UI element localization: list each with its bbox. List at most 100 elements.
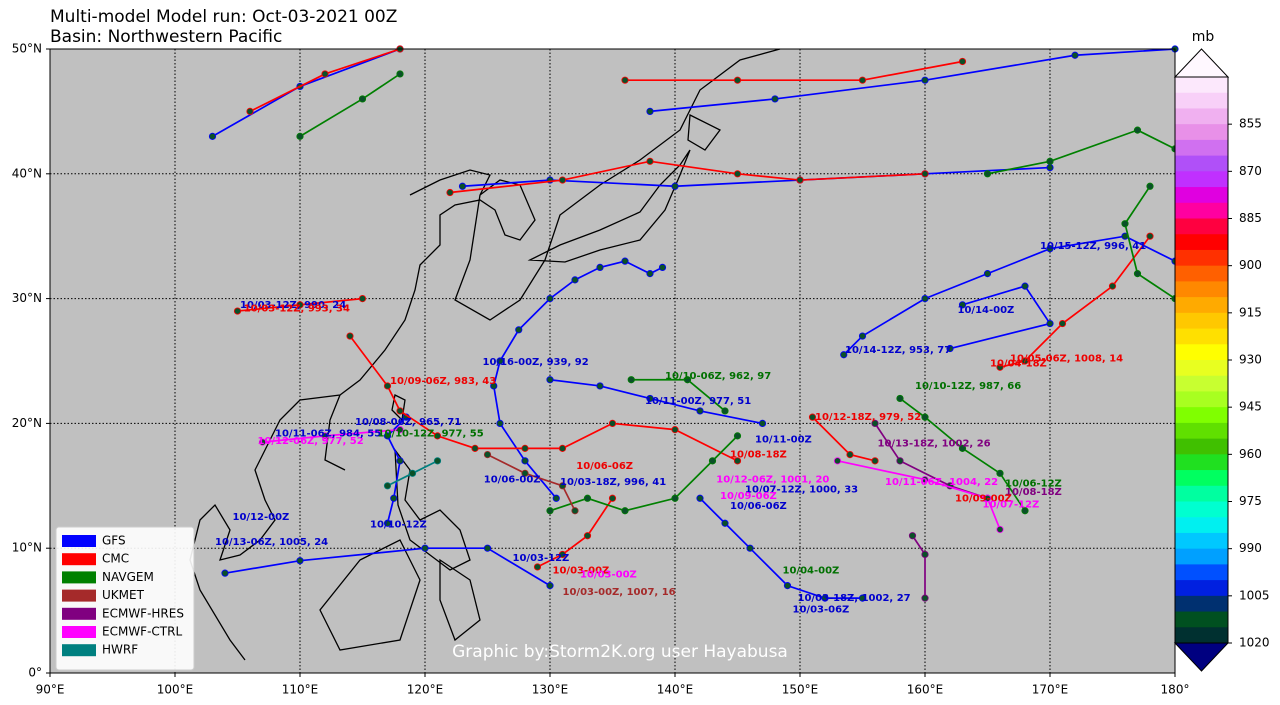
track-point bbox=[896, 394, 904, 403]
track-point bbox=[858, 594, 867, 602]
track-label: 10/03-00Z bbox=[553, 566, 610, 577]
colorbar-band bbox=[1175, 595, 1228, 613]
colorbar-band bbox=[1175, 438, 1228, 455]
colorbar-band bbox=[1175, 218, 1228, 235]
track-point bbox=[908, 532, 917, 540]
track-point bbox=[558, 176, 567, 184]
track-line bbox=[699, 497, 863, 599]
colorbar-band bbox=[1175, 564, 1228, 581]
track-label: 10/14-12Z, 953, 77 bbox=[845, 345, 951, 356]
track-point bbox=[671, 182, 679, 190]
track-point bbox=[983, 494, 992, 502]
x-tick-label: 140°E bbox=[657, 683, 694, 697]
track-point bbox=[446, 188, 454, 197]
x-tick-label: 100°E bbox=[157, 683, 194, 697]
track-label: 10/06-06Z bbox=[730, 501, 787, 512]
track-point bbox=[733, 432, 742, 440]
track-point bbox=[983, 270, 992, 278]
track-point bbox=[458, 182, 467, 190]
colorbar-tick-label: 855 bbox=[1239, 117, 1262, 131]
x-tick-label: 180° bbox=[1161, 683, 1190, 697]
map-background bbox=[50, 49, 1175, 673]
track-point bbox=[621, 257, 629, 265]
track-label: 10/03-00Z bbox=[580, 569, 637, 580]
watermark: Graphic by:Storm2K.org user Hayabusa bbox=[452, 642, 788, 662]
track-label: 10/03-12Z, 993, 34 bbox=[244, 304, 350, 315]
track-point bbox=[408, 469, 417, 477]
track-labels: 10/16-00Z, 939, 92 10/09-06Z, 983, 43 10/1… bbox=[215, 241, 1146, 615]
legend-label: ECMWF-HRES bbox=[102, 606, 184, 620]
track-point bbox=[1021, 507, 1029, 515]
track-point bbox=[796, 176, 804, 184]
track-point bbox=[258, 438, 267, 446]
colorbar-band bbox=[1175, 454, 1228, 471]
track-point bbox=[627, 376, 635, 384]
colorbar-tick-label: 885 bbox=[1239, 211, 1262, 225]
track-point bbox=[1071, 51, 1079, 59]
track-point bbox=[996, 525, 1004, 534]
colorbar: mb 855 870 885 900 915 930 945 960 975 990 1005 102… bbox=[1173, 29, 1270, 672]
x-tick-label: 110°E bbox=[282, 683, 319, 697]
track-point bbox=[721, 519, 729, 527]
colorbar-band bbox=[1175, 108, 1228, 125]
colorbar-tick-label: 960 bbox=[1239, 447, 1262, 461]
track-point bbox=[546, 376, 554, 384]
track-point bbox=[771, 95, 779, 103]
track-line bbox=[625, 60, 963, 82]
track-label: 10/08-18Z bbox=[730, 450, 787, 461]
track-point bbox=[433, 432, 442, 440]
track-point bbox=[571, 507, 579, 515]
track-point bbox=[496, 357, 504, 365]
track-point bbox=[921, 170, 929, 178]
track-line bbox=[537, 497, 614, 568]
track-label: 10/07-12Z bbox=[983, 500, 1040, 511]
track-label: 10/06-00Z bbox=[484, 475, 541, 486]
track-label: 10/11-00Z bbox=[755, 435, 812, 446]
track-point bbox=[721, 407, 729, 415]
colorbar-label: mb bbox=[1192, 29, 1215, 45]
track-point bbox=[396, 457, 404, 465]
track-point bbox=[596, 382, 604, 390]
colorbar-band bbox=[1175, 312, 1228, 330]
legend-swatch bbox=[62, 535, 96, 547]
track-point bbox=[821, 594, 829, 602]
track-label: 10/15-12Z, 996, 41 bbox=[1040, 241, 1146, 252]
track-point bbox=[358, 95, 367, 103]
colorbar-band bbox=[1175, 375, 1228, 392]
legend-label: HWRF bbox=[102, 643, 138, 657]
track-point bbox=[1146, 232, 1154, 240]
track-point bbox=[983, 170, 992, 178]
track-label: 10/03-00Z, 1007, 16 bbox=[563, 587, 676, 598]
track-point bbox=[958, 444, 967, 452]
track-label: 10/13-18Z, 1002, 26 bbox=[878, 438, 991, 449]
track-label: 10/05-06Z, 1008, 14 bbox=[1010, 354, 1123, 365]
track-point bbox=[658, 263, 667, 271]
track-point bbox=[421, 544, 429, 552]
track-point bbox=[1146, 182, 1154, 190]
colorbar-band bbox=[1175, 422, 1228, 440]
track-point bbox=[608, 419, 617, 427]
y-tick-label: 20°N bbox=[12, 416, 42, 430]
track-point bbox=[383, 432, 392, 440]
legend: GFS CMC NAVGEM UKMET ECMWF-HRES ECMWF-CTRL HWR… bbox=[55, 526, 195, 671]
track-point bbox=[683, 376, 692, 384]
track-label: 10/16-00Z, 939, 92 bbox=[483, 357, 589, 368]
legend-label: UKMET bbox=[102, 588, 145, 602]
track-label: 10/06-12Z bbox=[1005, 478, 1062, 489]
track-point bbox=[546, 507, 554, 515]
colorbar-band bbox=[1175, 580, 1228, 597]
track-point bbox=[552, 494, 560, 502]
colorbar-tick-label: 990 bbox=[1239, 541, 1262, 555]
track-point bbox=[921, 594, 929, 602]
colorbar-band bbox=[1175, 360, 1228, 377]
track-point bbox=[533, 563, 542, 571]
track-point bbox=[733, 170, 742, 178]
track-point bbox=[383, 382, 392, 390]
track-point bbox=[733, 76, 742, 84]
track-point bbox=[646, 394, 654, 403]
track-point bbox=[208, 132, 217, 140]
track-point bbox=[558, 444, 567, 452]
x-tick-label: 150°E bbox=[782, 683, 819, 697]
track-point bbox=[608, 494, 617, 502]
